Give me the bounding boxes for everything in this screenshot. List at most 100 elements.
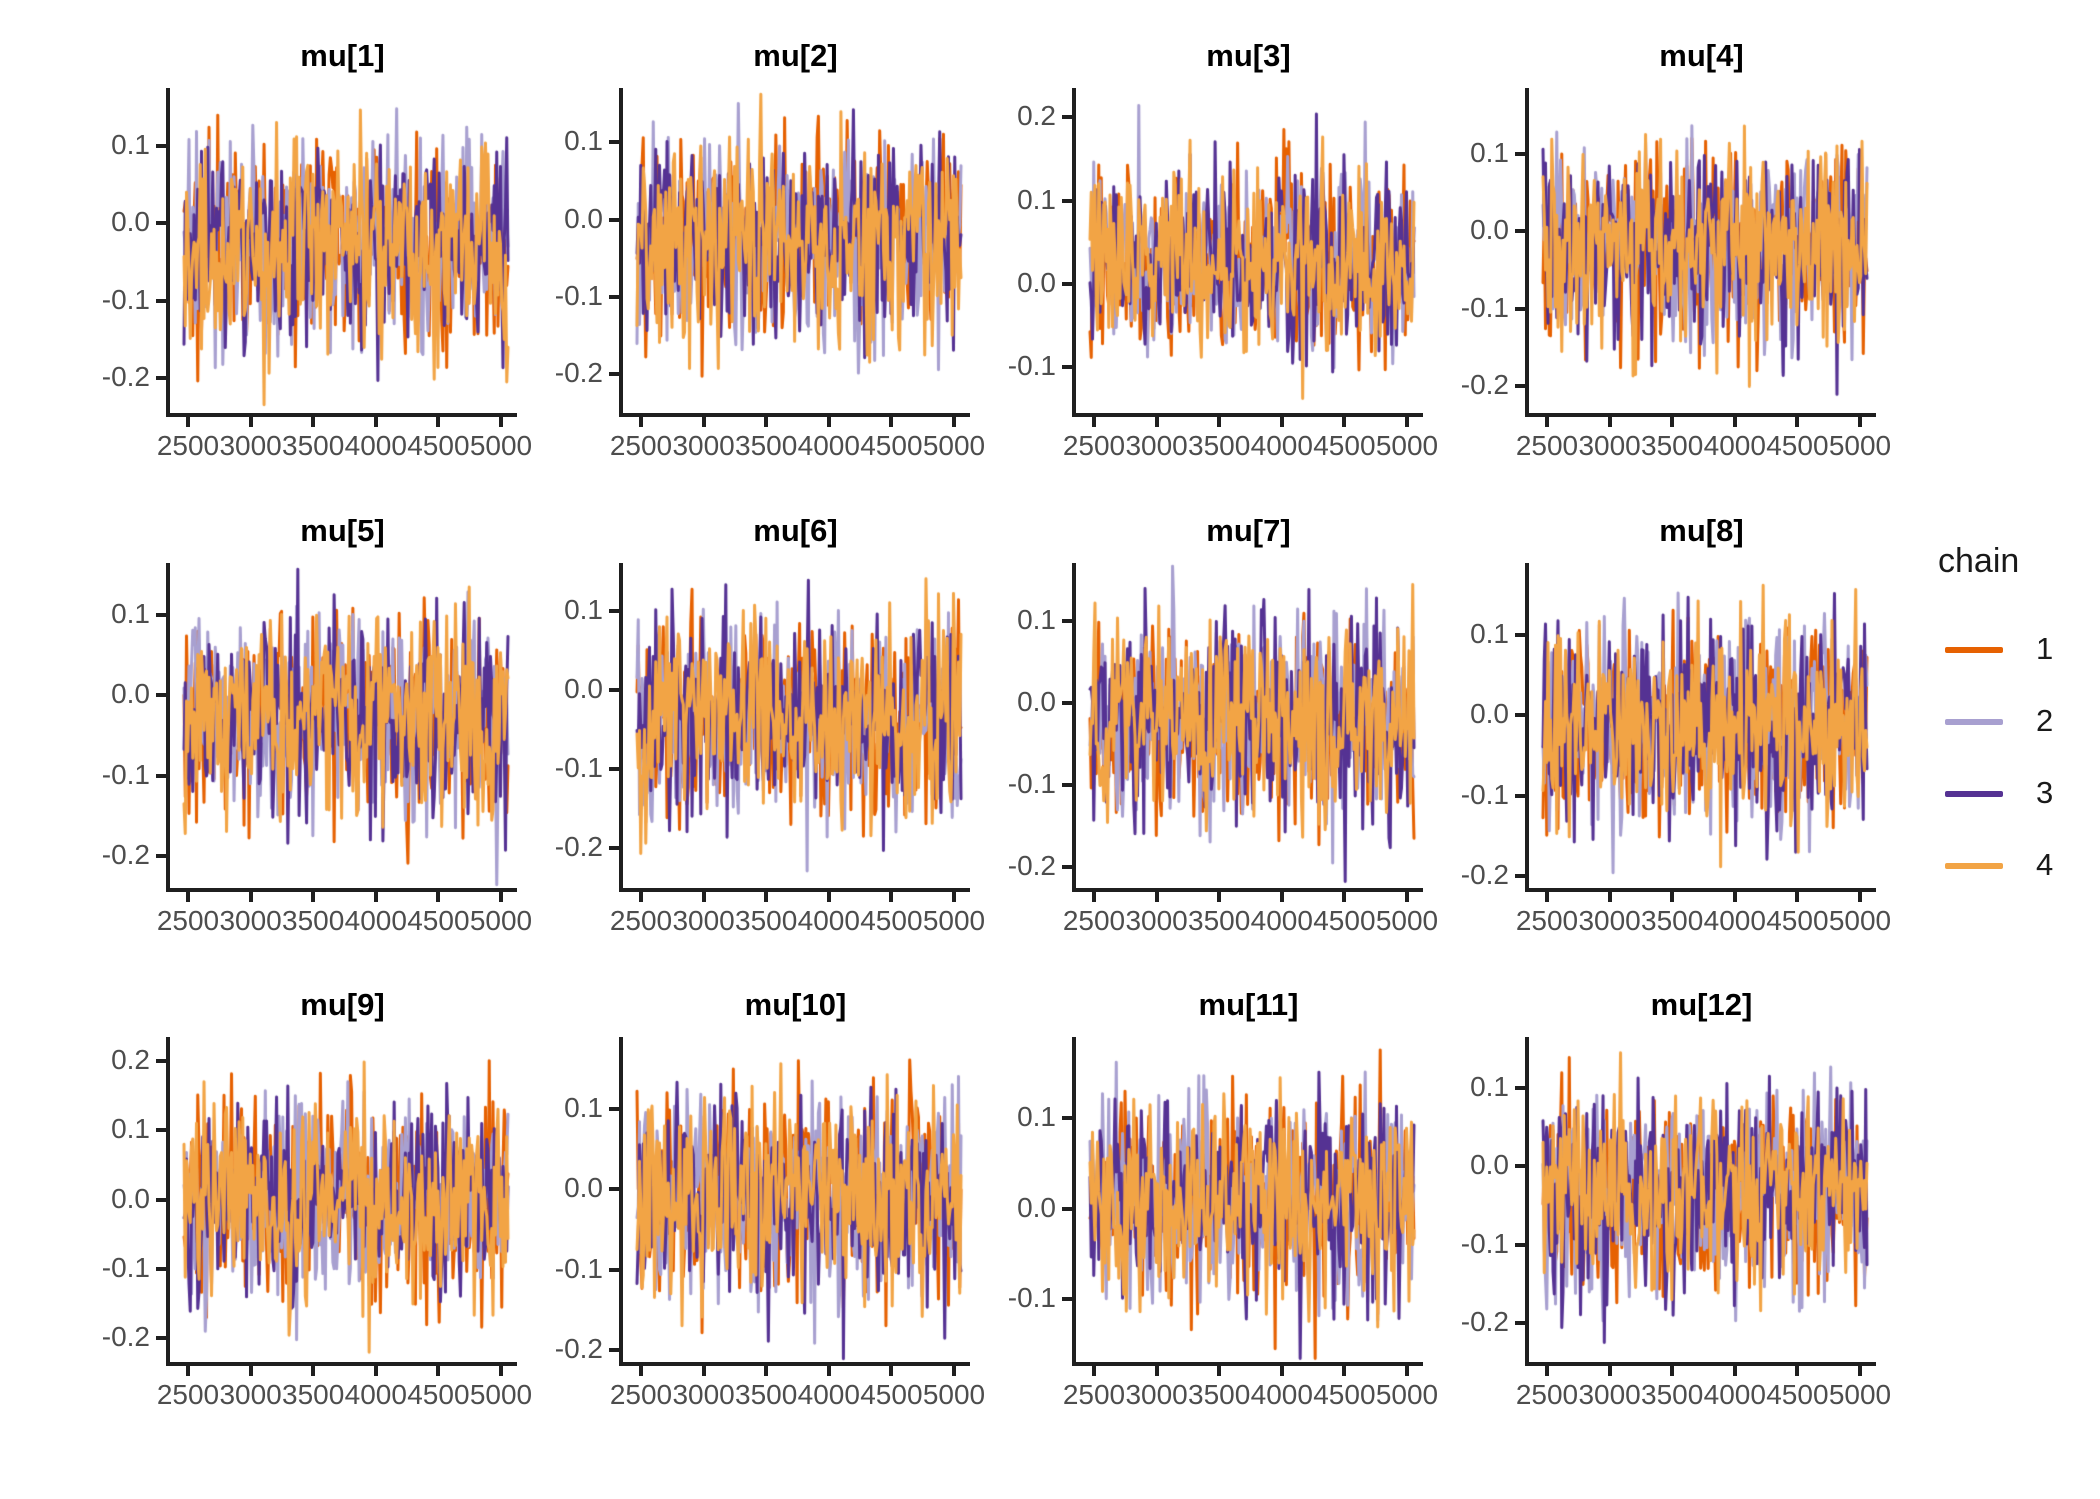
x-tick-label: 4500: [1313, 1379, 1376, 1410]
y-tick-label: -0.1: [101, 283, 150, 315]
x-tick-mark: [1795, 417, 1800, 427]
x-tick-label: 4000: [344, 1379, 407, 1410]
y-tick-label: -0.2: [1460, 1305, 1509, 1337]
panel-title: mu[8]: [1659, 513, 1744, 548]
x-tick-label: 4000: [797, 905, 860, 936]
panel-title: mu[12]: [1650, 987, 1753, 1022]
y-tick-label: 0.0: [1470, 214, 1509, 246]
x-tick-mark: [248, 417, 253, 427]
x-tick-label: 3500: [735, 1379, 798, 1410]
y-tick-mark: [156, 1059, 166, 1064]
y-tick-label: 0.1: [111, 129, 150, 161]
x-tick-label: 3000: [219, 905, 282, 936]
x-tick-label: 5000: [469, 430, 533, 461]
y-tick-label: -0.1: [554, 752, 603, 784]
x-tick-label: 3000: [1125, 905, 1188, 936]
x-tick-mark: [499, 1366, 503, 1376]
y-tick-mark: [1515, 1242, 1525, 1247]
trace-canvas: [1529, 1037, 1874, 1362]
y-tick-label: -0.2: [101, 361, 150, 393]
x-tick-mark: [1545, 892, 1549, 902]
y-tick-label: -0.2: [1460, 368, 1509, 400]
y-tick-mark: [1062, 700, 1072, 705]
x-tick-label: 5000: [1828, 430, 1892, 461]
x-tick-mark: [1405, 1366, 1409, 1376]
x-axis-line: [1525, 413, 1876, 417]
x-tick-label: 5000: [1828, 1379, 1892, 1410]
x-tick-mark: [1092, 417, 1096, 427]
x-tick-mark: [436, 892, 441, 902]
x-tick-label: 5000: [922, 905, 986, 936]
x-tick-label: 3500: [735, 905, 798, 936]
y-tick-mark: [1062, 618, 1072, 623]
x-tick-mark: [1607, 1366, 1612, 1376]
y-tick-mark: [609, 140, 619, 145]
x-tick-label: 3500: [1641, 1379, 1704, 1410]
x-tick-mark: [373, 1366, 378, 1376]
x-tick-mark: [1858, 892, 1862, 902]
y-axis-line: [1072, 88, 1076, 417]
x-axis-line: [166, 888, 517, 892]
x-tick-mark: [1279, 1366, 1284, 1376]
x-tick-mark: [1154, 1366, 1159, 1376]
x-tick-mark: [499, 417, 503, 427]
y-tick-mark: [156, 298, 166, 303]
x-tick-mark: [1342, 892, 1347, 902]
trace-canvas: [1529, 563, 1874, 888]
x-tick-label: 4500: [1766, 430, 1829, 461]
y-tick-label: -0.1: [554, 279, 603, 311]
y-tick-mark: [156, 376, 166, 381]
x-tick-label: 4000: [1703, 1379, 1766, 1410]
y-axis-line: [1525, 1037, 1529, 1366]
x-tick-mark: [764, 1366, 769, 1376]
y-tick-label: 0.1: [111, 598, 150, 630]
panel-title: mu[1]: [300, 38, 385, 73]
y-tick-mark: [156, 1128, 166, 1133]
x-tick-label: 3500: [282, 1379, 345, 1410]
y-tick-mark: [609, 846, 619, 851]
x-tick-label: 3000: [1578, 430, 1641, 461]
x-axis-line: [1072, 1362, 1423, 1366]
x-tick-label: 2500: [1062, 1379, 1126, 1410]
legend-key-line: [1945, 719, 2003, 725]
legend-label: 2: [2036, 703, 2054, 738]
y-tick-label: -0.2: [101, 1320, 150, 1352]
y-tick-label: 0.2: [1017, 100, 1056, 132]
x-tick-mark: [1732, 892, 1737, 902]
x-tick-label: 4500: [407, 430, 470, 461]
x-tick-label: 2500: [1515, 1379, 1579, 1410]
y-tick-label: -0.1: [1460, 778, 1509, 810]
x-tick-label: 3000: [672, 1379, 735, 1410]
x-tick-label: 4000: [797, 430, 860, 461]
x-tick-label: 4000: [797, 1379, 860, 1410]
x-tick-label: 5000: [1828, 905, 1892, 936]
legend-label: 1: [2036, 631, 2054, 666]
y-tick-label: 0.1: [1017, 1101, 1056, 1133]
y-tick-mark: [156, 773, 166, 778]
y-axis-line: [166, 88, 170, 417]
y-axis-line: [1525, 563, 1529, 892]
x-tick-mark: [1092, 1366, 1096, 1376]
panel-title: mu[4]: [1659, 38, 1744, 73]
y-tick-label: 0.0: [111, 1182, 150, 1214]
trace-canvas: [623, 563, 968, 888]
y-tick-label: 0.0: [564, 672, 603, 704]
x-tick-label: 3500: [282, 430, 345, 461]
x-tick-label: 4500: [1313, 905, 1376, 936]
x-tick-label: 3000: [672, 905, 735, 936]
x-tick-label: 3500: [1641, 430, 1704, 461]
x-tick-label: 2500: [156, 1379, 220, 1410]
y-tick-label: -0.1: [101, 758, 150, 790]
x-tick-mark: [639, 1366, 643, 1376]
x-tick-mark: [311, 892, 316, 902]
x-tick-mark: [639, 892, 643, 902]
x-tick-label: 4500: [407, 1379, 470, 1410]
x-tick-mark: [436, 417, 441, 427]
x-tick-mark: [373, 417, 378, 427]
x-tick-mark: [889, 1366, 894, 1376]
x-tick-mark: [701, 417, 706, 427]
panel-title: mu[7]: [1206, 513, 1291, 548]
y-tick-label: 0.0: [564, 1172, 603, 1204]
